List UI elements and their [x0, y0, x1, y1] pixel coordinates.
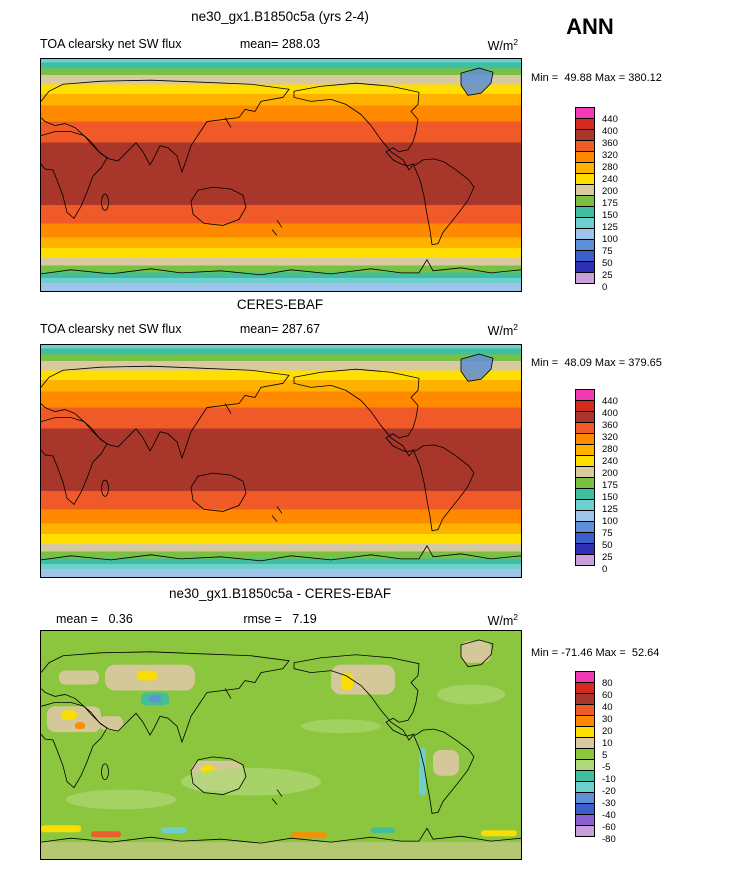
colorbar-tick-label: -40 [602, 810, 616, 821]
model-map-coastlines [41, 67, 521, 276]
panel3-minmax: Min = -71.46 Max = 52.64 [531, 647, 660, 659]
panel1-mean-label: mean= 288.03 [239, 37, 321, 51]
colorbar-tick-label: 320 [602, 150, 618, 161]
panel3-rmse-label: rmse = 7.19 [243, 612, 317, 626]
difference-map [40, 630, 522, 860]
colorbar-tick-label: -5 [602, 762, 611, 773]
colorbar-model: 440 400 360 320 280 240 200 175 150 125 100 75 50 25 0 [575, 107, 647, 300]
colorbar-tick-label: 25 [602, 552, 613, 563]
colorbar-tick-label: 360 [602, 138, 618, 149]
colorbar-tick-label: 5 [602, 750, 608, 761]
colorbar-tick-label: 240 [602, 174, 618, 185]
colorbar-tick-label: -80 [602, 834, 616, 845]
panel1-minmax: Min = 49.88 Max = 380.12 [531, 72, 662, 84]
colorbar-tick-label: 440 [602, 114, 618, 125]
obs-map-coastlines [41, 353, 521, 562]
colorbar-difference: 80 60 40 30 20 10 5 -5 -10 -20 -30 -40 -60 -80 [575, 671, 647, 852]
season-label: ANN [566, 14, 614, 39]
colorbar-tick-label: 80 [602, 678, 613, 689]
colorbar-tick-label: 440 [602, 396, 618, 407]
colorbar-tick-label: 240 [602, 456, 618, 467]
colorbar-tick-label: -20 [602, 786, 616, 797]
panel1-units-label: W/m2 [487, 37, 518, 54]
colorbar-cell [575, 554, 595, 566]
colorbar-tick-label: 150 [602, 210, 618, 221]
colorbar-tick-label: 25 [602, 270, 613, 281]
colorbar-tick-label: 100 [602, 516, 618, 527]
colorbar-tick-label: 150 [602, 492, 618, 503]
colorbar-tick-label: -60 [602, 822, 616, 833]
colorbar-tick-label: 175 [602, 198, 618, 209]
panel2-variable-label: TOA clearsky net SW flux [40, 322, 182, 336]
panel2-mean-label: mean= 287.67 [239, 322, 321, 336]
panel2-minmax: Min = 48.09 Max = 379.65 [531, 357, 662, 369]
panel2-title: CERES-EBAF [236, 297, 324, 312]
colorbar-tick-label: 100 [602, 234, 618, 245]
panel1-variable-label: TOA clearsky net SW flux [40, 37, 182, 51]
panel3-units-label: W/m2 [487, 612, 518, 629]
colorbar-tick-label: -10 [602, 774, 616, 785]
colorbar-tick-label: 50 [602, 540, 613, 551]
colorbar-tick-label: -30 [602, 798, 616, 809]
colorbar-tick-label: 360 [602, 420, 618, 431]
colorbar-cell [575, 825, 595, 837]
obs-map [40, 344, 522, 578]
colorbar-tick-label: 60 [602, 690, 613, 701]
colorbar-tick-label: 75 [602, 246, 613, 257]
colorbar-tick-label: 200 [602, 186, 618, 197]
colorbar-tick-label: 30 [602, 714, 613, 725]
colorbar-obs: 440 400 360 320 280 240 200 175 150 125 100 75 50 25 0 [575, 389, 647, 582]
colorbar-tick-label: 50 [602, 258, 613, 269]
colorbar-tick-label: 125 [602, 222, 618, 233]
panel1-title: ne30_gx1.B1850c5a (yrs 2-4) [191, 9, 369, 24]
colorbar-tick-label: 10 [602, 738, 613, 749]
difference-map-patches [41, 639, 521, 859]
panel3-title: ne30_gx1.B1850c5a - CERES-EBAF [168, 586, 392, 601]
panel2-units-label: W/m2 [487, 322, 518, 339]
colorbar-tick-label: 400 [602, 126, 618, 137]
colorbar-cell [575, 272, 595, 284]
greenland-low-flux-patch [461, 354, 493, 382]
colorbar-tick-label: 200 [602, 468, 618, 479]
colorbar-tick-label: 0 [602, 282, 608, 293]
colorbar-tick-label: 75 [602, 528, 613, 539]
colorbar-tick-label: 400 [602, 408, 618, 419]
colorbar-tick-label: 40 [602, 702, 613, 713]
colorbar-tick-label: 125 [602, 504, 618, 515]
colorbar-tick-label: 175 [602, 480, 618, 491]
greenland-low-flux-patch [461, 68, 493, 96]
colorbar-tick-label: 320 [602, 432, 618, 443]
colorbar-tick-label: 280 [602, 162, 618, 173]
colorbar-tick-label: 20 [602, 726, 613, 737]
panel3-mean-label: mean = 0.36 [56, 612, 133, 626]
colorbar-tick-label: 0 [602, 564, 608, 575]
model-map [40, 58, 522, 292]
colorbar-tick-label: 280 [602, 444, 618, 455]
